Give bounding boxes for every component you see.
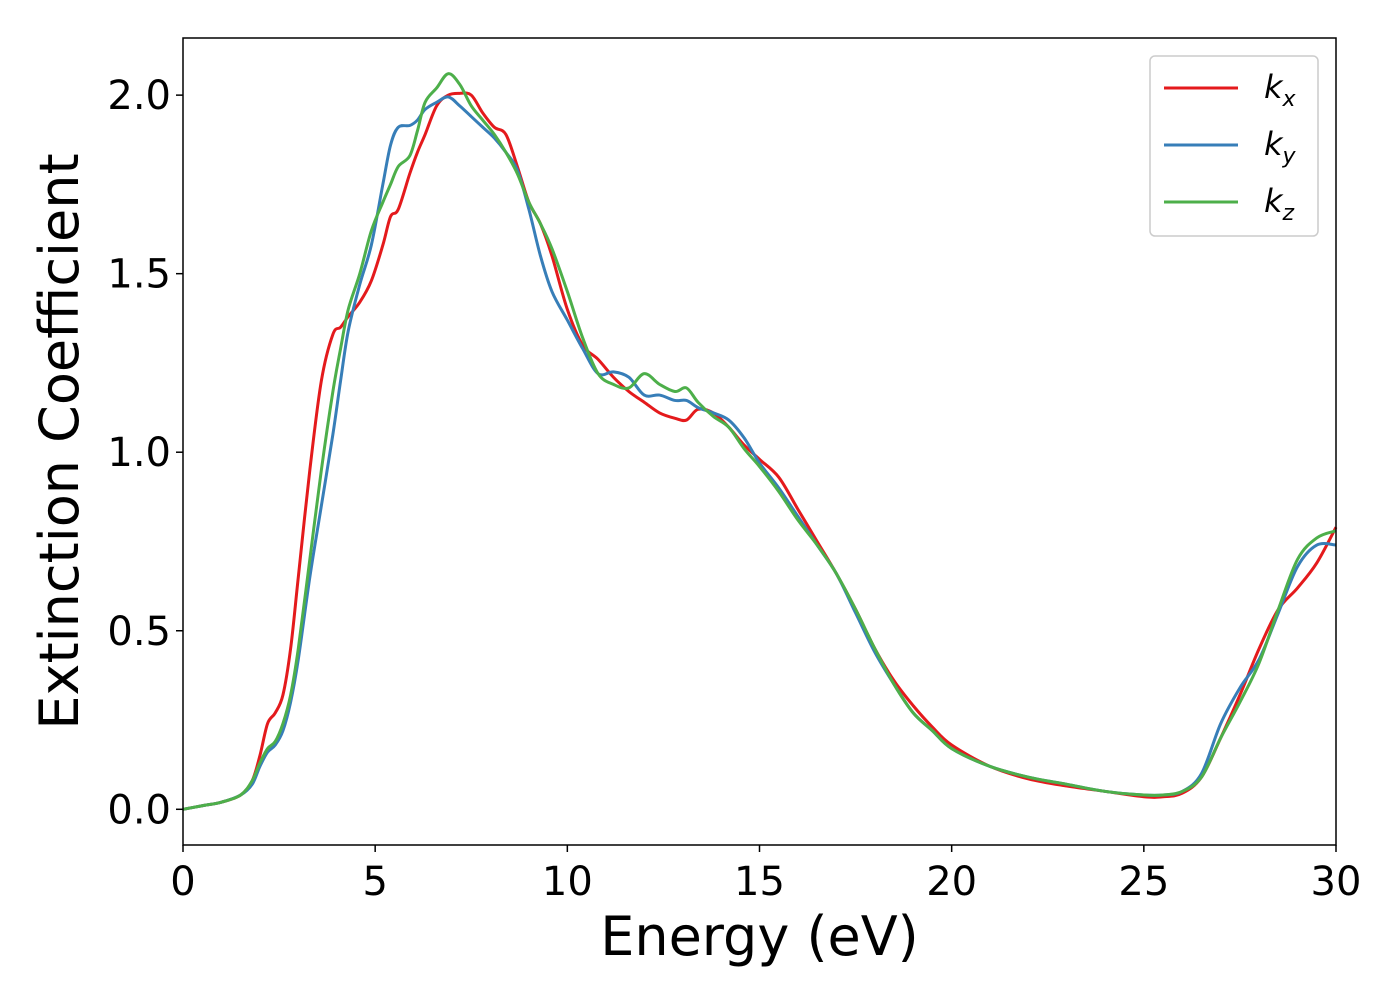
series-layer [182,72,1338,811]
y-ticks: 0.0 0.5 1.0 1.5 2.0 [107,73,183,833]
x-tick-label: 30 [1311,859,1362,905]
legend-label-kx: kx [1264,68,1297,112]
y-tick-label: 1.5 [107,252,171,298]
x-axis-title: Energy (eV) [600,905,919,968]
x-tick-label: 10 [542,859,593,905]
series-line-kx [182,91,1338,811]
legend-label-ky: ky [1264,125,1297,169]
series-line-kz [182,72,1337,811]
y-tick-label: 1.0 [107,430,171,476]
y-tick-label: 2.0 [107,73,171,119]
x-tick-label: 5 [362,859,387,905]
legend-label-kz: kz [1264,182,1295,226]
x-tick-label: 20 [926,859,977,905]
y-axis-title: Extinction Coefficient [28,153,91,729]
y-tick-label: 0.5 [107,609,171,655]
y-tick-label: 0.0 [107,787,171,833]
x-tick-label: 15 [734,859,785,905]
x-tick-label: 0 [170,859,195,905]
x-tick-label: 25 [1118,859,1169,905]
legend: kx ky kz [1149,55,1319,237]
x-ticks: 0 5 10 15 20 25 30 [170,845,1361,905]
